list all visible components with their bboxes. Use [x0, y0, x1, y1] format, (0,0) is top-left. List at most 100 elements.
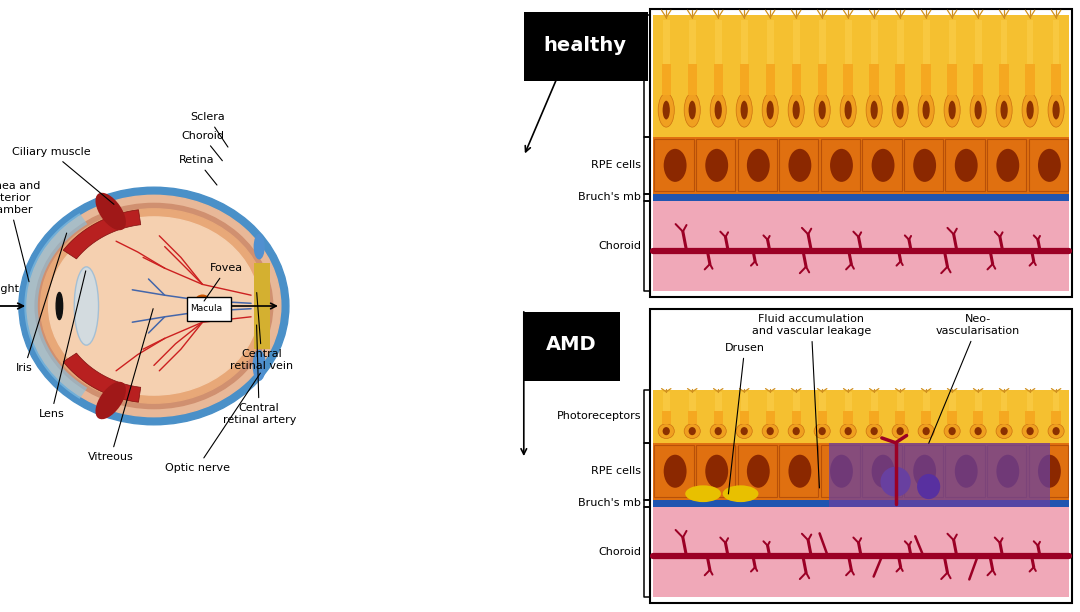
- Bar: [650, 309, 1071, 603]
- Bar: [922, 20, 930, 64]
- Text: Retina: Retina: [179, 155, 217, 185]
- Text: Photoreceptors: Photoreceptors: [556, 71, 642, 81]
- Bar: [662, 64, 671, 95]
- Ellipse shape: [723, 485, 758, 502]
- Bar: [688, 64, 697, 95]
- Bar: [1025, 64, 1035, 95]
- Ellipse shape: [922, 101, 930, 119]
- Bar: [663, 392, 670, 411]
- Ellipse shape: [917, 474, 941, 499]
- Polygon shape: [64, 353, 140, 402]
- Bar: [741, 20, 747, 64]
- Bar: [975, 20, 982, 64]
- Bar: [741, 392, 747, 411]
- Ellipse shape: [1000, 101, 1008, 119]
- Text: Light: Light: [0, 284, 19, 294]
- Bar: [821, 140, 860, 192]
- Ellipse shape: [793, 427, 800, 435]
- Ellipse shape: [944, 424, 960, 439]
- Bar: [663, 20, 670, 64]
- Ellipse shape: [896, 427, 904, 435]
- Bar: [921, 64, 931, 95]
- Ellipse shape: [1000, 427, 1008, 435]
- Ellipse shape: [762, 424, 779, 439]
- Ellipse shape: [996, 93, 1012, 127]
- Ellipse shape: [195, 295, 210, 306]
- Bar: [862, 140, 902, 192]
- Bar: [650, 9, 1071, 297]
- Ellipse shape: [18, 187, 289, 425]
- Ellipse shape: [918, 424, 934, 439]
- Bar: [1028, 445, 1068, 498]
- Bar: [843, 64, 853, 95]
- Ellipse shape: [737, 93, 753, 127]
- Ellipse shape: [819, 427, 826, 435]
- Bar: [870, 392, 878, 411]
- Bar: [740, 64, 748, 95]
- Bar: [869, 64, 879, 95]
- Ellipse shape: [663, 101, 670, 119]
- Ellipse shape: [948, 101, 956, 119]
- Bar: [738, 445, 777, 498]
- Bar: [1052, 411, 1061, 425]
- Bar: [1053, 20, 1059, 64]
- Bar: [714, 411, 723, 425]
- Bar: [843, 411, 853, 425]
- Text: Iris: Iris: [16, 233, 67, 373]
- Polygon shape: [25, 213, 87, 399]
- Ellipse shape: [684, 93, 700, 127]
- Ellipse shape: [970, 424, 986, 439]
- Text: Sclera: Sclera: [190, 112, 228, 147]
- Ellipse shape: [35, 203, 272, 409]
- Bar: [999, 64, 1009, 95]
- Bar: [662, 411, 671, 425]
- Ellipse shape: [689, 101, 696, 119]
- Bar: [947, 64, 957, 95]
- FancyBboxPatch shape: [188, 297, 231, 321]
- Ellipse shape: [814, 424, 831, 439]
- Bar: [688, 411, 697, 425]
- Bar: [948, 20, 956, 64]
- Text: Bruch's mb: Bruch's mb: [578, 498, 642, 509]
- Ellipse shape: [996, 424, 1012, 439]
- Bar: [821, 445, 860, 498]
- Ellipse shape: [737, 424, 753, 439]
- Ellipse shape: [845, 427, 852, 435]
- Text: Macula: Macula: [190, 304, 222, 313]
- Ellipse shape: [767, 427, 774, 435]
- Bar: [1028, 140, 1068, 192]
- Bar: [948, 392, 956, 411]
- Ellipse shape: [715, 101, 721, 119]
- Ellipse shape: [788, 455, 811, 488]
- Ellipse shape: [1053, 427, 1059, 435]
- Text: RPE cells: RPE cells: [591, 466, 642, 476]
- Ellipse shape: [831, 149, 853, 182]
- Ellipse shape: [948, 427, 956, 435]
- Ellipse shape: [922, 427, 930, 435]
- Ellipse shape: [95, 382, 126, 419]
- Bar: [895, 411, 905, 425]
- Bar: [896, 20, 904, 64]
- Text: Ciliary muscle: Ciliary muscle: [12, 147, 114, 204]
- Polygon shape: [64, 210, 140, 259]
- Bar: [870, 20, 878, 64]
- Ellipse shape: [40, 209, 267, 403]
- Bar: [793, 392, 799, 411]
- Bar: [818, 64, 827, 95]
- Bar: [653, 390, 1069, 442]
- Ellipse shape: [664, 455, 687, 488]
- Ellipse shape: [664, 149, 687, 182]
- Bar: [715, 20, 721, 64]
- Ellipse shape: [747, 149, 770, 182]
- Ellipse shape: [944, 93, 960, 127]
- Text: Vitreous: Vitreous: [87, 308, 153, 462]
- Bar: [818, 411, 827, 425]
- Ellipse shape: [762, 93, 779, 127]
- Ellipse shape: [955, 455, 977, 488]
- Bar: [714, 64, 723, 95]
- Bar: [793, 20, 799, 64]
- Text: Optic nerve: Optic nerve: [164, 373, 260, 473]
- Bar: [524, 312, 620, 381]
- Bar: [696, 445, 735, 498]
- Bar: [654, 445, 693, 498]
